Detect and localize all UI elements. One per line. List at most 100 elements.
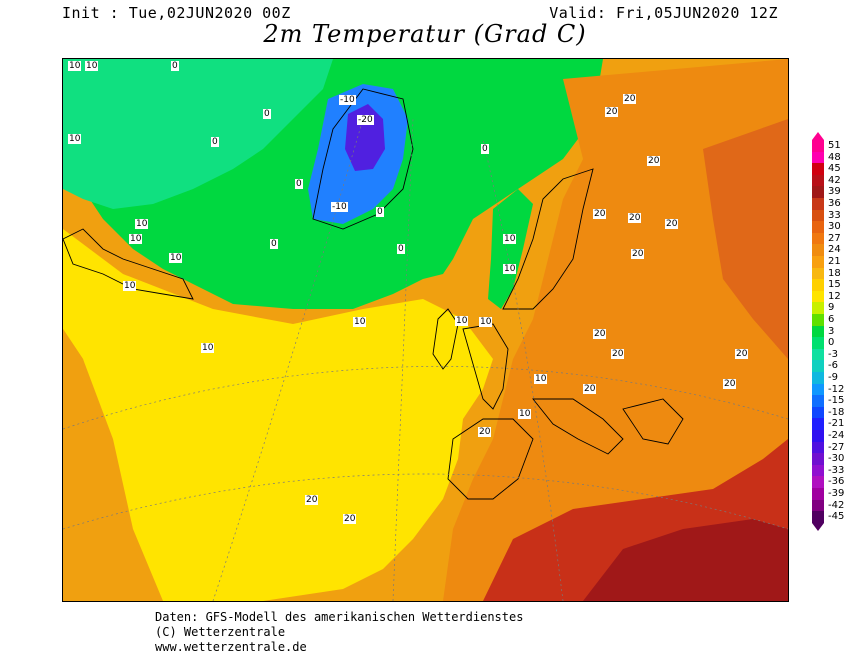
legend-swatch <box>812 464 824 477</box>
contour-label: 0 <box>270 239 278 249</box>
contour-label: 20 <box>647 156 661 166</box>
contour-label: 10 <box>479 317 493 327</box>
legend-label: 30 <box>828 221 841 233</box>
legend-swatch <box>812 302 824 314</box>
init-time: Init : Tue,02JUN2020 00Z <box>62 4 291 22</box>
legend-label: -39 <box>828 488 845 499</box>
contour-label: -10 <box>331 202 348 212</box>
contour-label: 20 <box>628 213 642 223</box>
legend-label: 21 <box>828 256 841 267</box>
legend-label: -9 <box>828 372 838 383</box>
website-link[interactable]: www.wetterzentrale.de <box>155 640 307 654</box>
legend-label: 42 <box>828 174 841 186</box>
contour-label: 0 <box>171 61 179 71</box>
contour-label: 0 <box>397 244 405 254</box>
legend-label: 15 <box>828 279 841 291</box>
legend-label: 45 <box>828 163 841 175</box>
legend-swatch <box>812 395 824 407</box>
north-africa-hottest <box>583 519 788 601</box>
legend-label: 6 <box>828 314 835 325</box>
legend-swatch <box>812 453 824 465</box>
contour-label: -10 <box>339 95 356 105</box>
europe-orange <box>443 59 788 601</box>
legend-swatch <box>812 232 824 245</box>
copyright-text: (C) Wetterzentrale <box>155 625 286 639</box>
legend-swatch <box>812 488 824 500</box>
contour-label: 10 <box>123 281 137 291</box>
map-canvas <box>63 59 788 601</box>
contour-label: 20 <box>735 349 749 359</box>
legend-label: 18 <box>828 267 841 279</box>
legend-swatch <box>812 244 824 256</box>
legend-top-arrow <box>812 132 824 140</box>
contour-label: 10 <box>534 374 548 384</box>
legend-swatch <box>812 163 824 175</box>
legend-swatch <box>812 140 824 152</box>
temperature-map: 10 10 10 10 10 10 10 10 10 10 0 0 0 0 0 … <box>62 58 789 602</box>
contour-label: 20 <box>305 495 319 505</box>
contour-label: 20 <box>478 427 492 437</box>
contour-label: 10 <box>353 317 367 327</box>
contour-label: 0 <box>376 207 384 217</box>
contour-label: 20 <box>593 209 607 219</box>
scandinavia-green <box>488 189 533 309</box>
legend-label: -45 <box>828 511 845 523</box>
contour-label: 10 <box>503 234 517 244</box>
legend-label: -21 <box>828 418 845 430</box>
legend-label: 0 <box>828 337 835 349</box>
contour-label: 0 <box>211 137 219 147</box>
greenland-core <box>345 104 385 171</box>
legend-label: 3 <box>828 325 835 337</box>
contour-label: 20 <box>665 219 679 229</box>
legend-swatch <box>812 279 824 291</box>
contour-label: 10 <box>169 253 183 263</box>
legend-label: -24 <box>828 430 845 441</box>
legend-label: 51 <box>828 140 841 151</box>
coastlines <box>63 88 684 500</box>
legend-label: -33 <box>828 464 845 476</box>
legend-swatch <box>812 441 824 454</box>
contour-label: 20 <box>623 94 637 104</box>
contour-label: 0 <box>263 109 271 119</box>
legend-swatch <box>812 499 824 512</box>
contour-label: 10 <box>68 61 82 71</box>
legend-swatch <box>812 290 824 303</box>
legend-swatch <box>812 348 824 361</box>
legend-swatch <box>812 209 824 222</box>
map-title: 2m Temperatur (Grad C) <box>263 20 587 48</box>
legend-swatch <box>812 186 824 198</box>
legend-bottom-arrow <box>812 522 824 531</box>
legend-swatch <box>812 372 824 384</box>
legend-swatch <box>812 418 824 430</box>
contour-label: 20 <box>343 514 357 524</box>
legend-swatch <box>812 256 824 268</box>
legend-label: 27 <box>828 232 841 244</box>
contour-label: 10 <box>201 343 215 353</box>
valid-time: Valid: Fri,05JUN2020 12Z <box>549 4 778 22</box>
legend-label: 48 <box>828 151 841 163</box>
legend-label: 39 <box>828 186 841 198</box>
legend-swatch <box>812 360 824 372</box>
legend-swatch <box>812 174 824 187</box>
legend-swatch <box>812 325 824 338</box>
legend-label: -27 <box>828 441 845 453</box>
legend-label: 33 <box>828 209 841 221</box>
contour-label: 0 <box>481 144 489 154</box>
footer: Daten: GFS-Modell des amerikanischen Wet… <box>155 610 523 655</box>
legend-swatch <box>812 221 824 233</box>
arctic-pale-green <box>63 59 333 209</box>
legend-label: -3 <box>828 348 838 360</box>
legend-label: 36 <box>828 198 841 209</box>
legend-label: -30 <box>828 453 845 465</box>
legend-label: -6 <box>828 360 838 372</box>
ocean-cool-area <box>63 229 493 601</box>
contour-label: 20 <box>611 349 625 359</box>
data-source-text: Daten: GFS-Modell des amerikanischen Wet… <box>155 610 524 624</box>
legend-swatch <box>812 337 824 349</box>
contour-label: 20 <box>583 384 597 394</box>
contour-label: 10 <box>68 134 82 144</box>
contour-label: -20 <box>357 115 374 125</box>
legend-swatch <box>812 314 824 326</box>
legend-swatch <box>812 476 824 488</box>
contour-label: 10 <box>503 264 517 274</box>
